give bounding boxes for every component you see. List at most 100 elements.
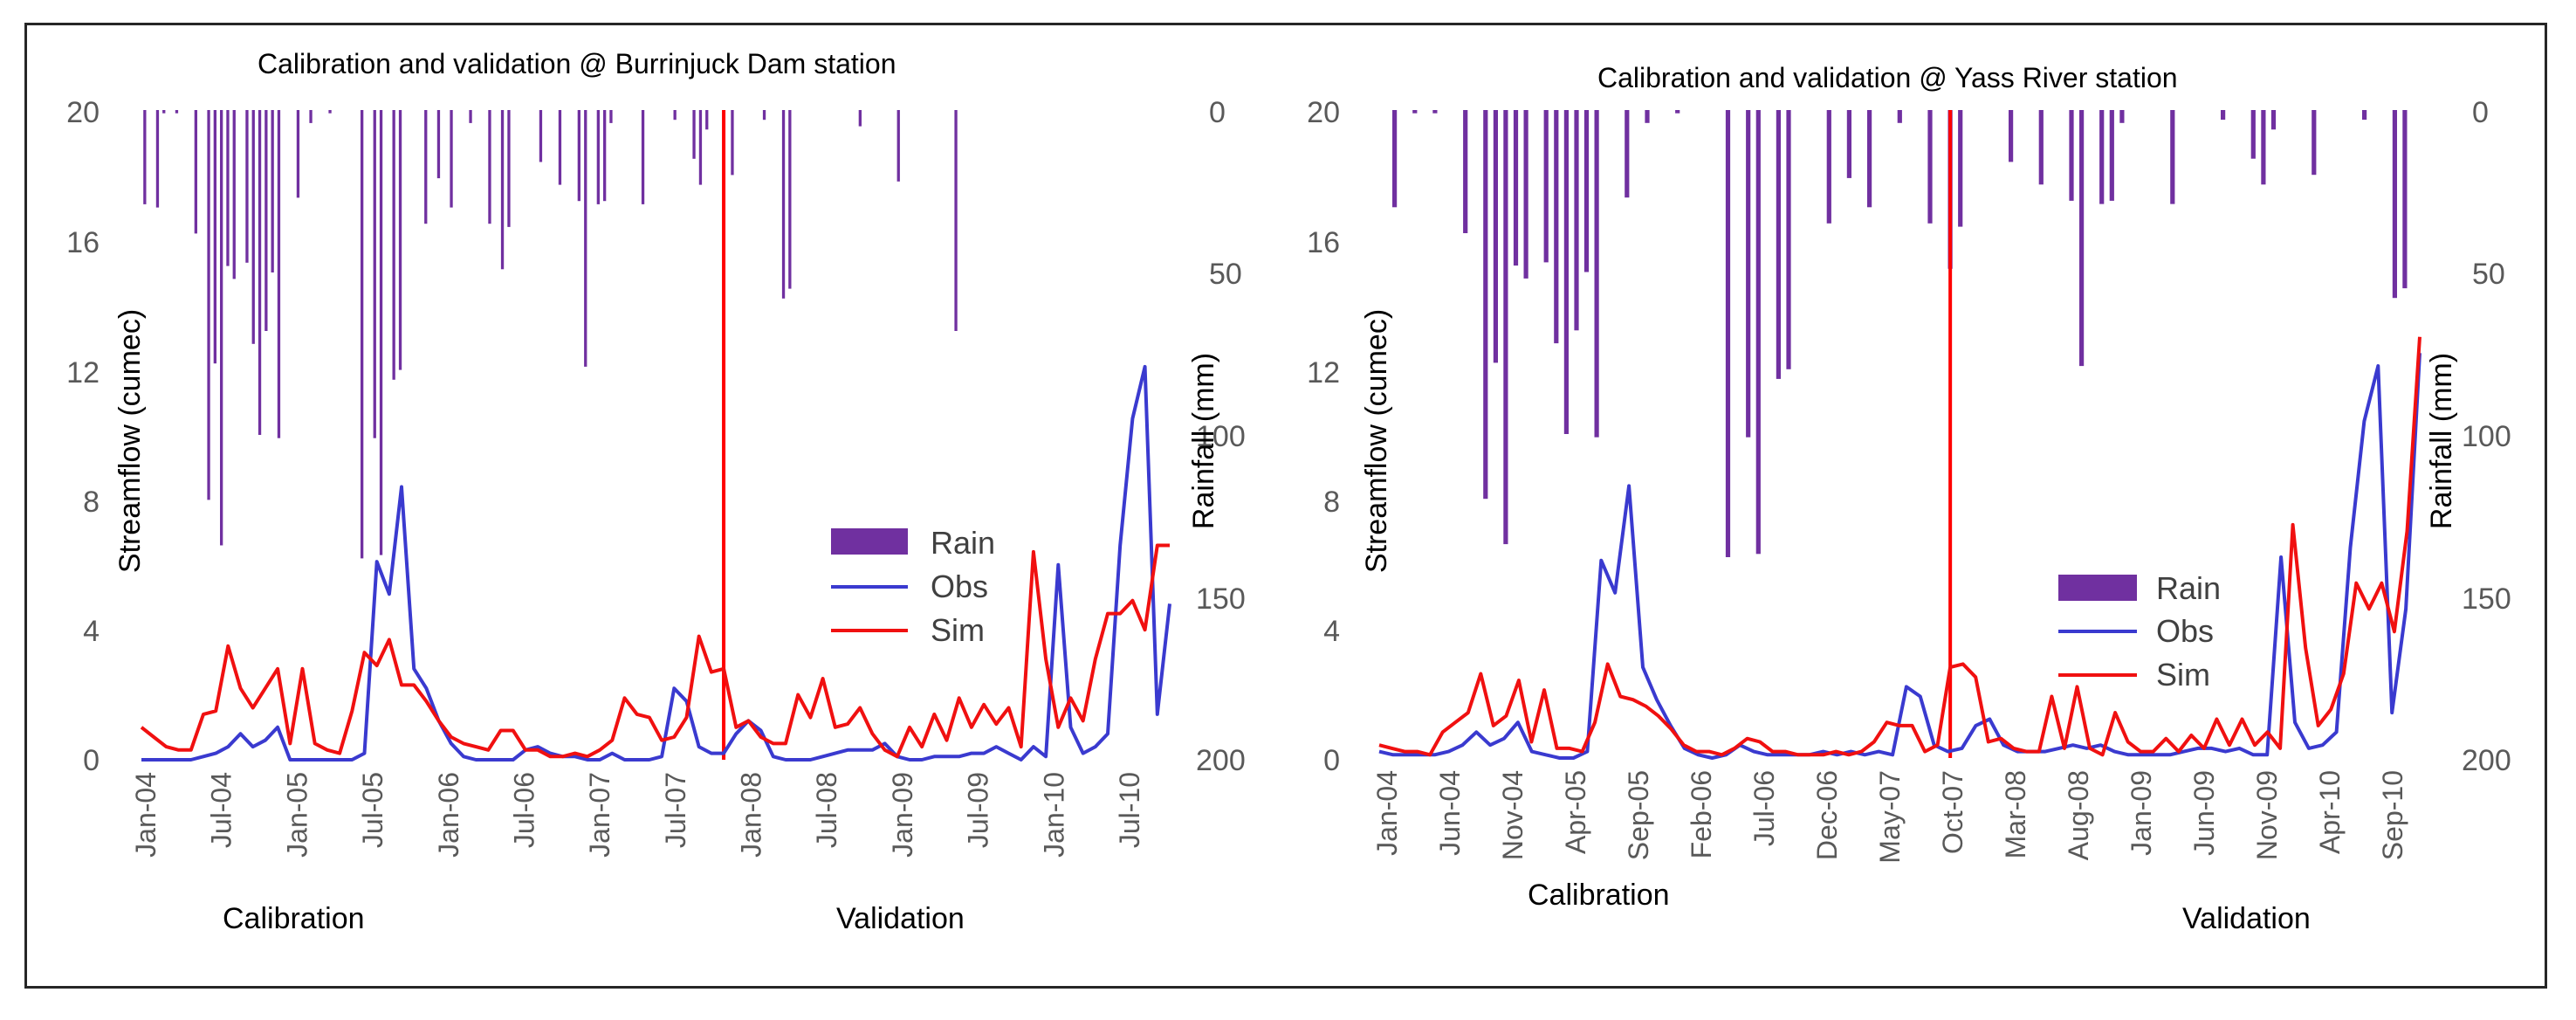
rain-bar bbox=[277, 110, 281, 438]
rain-bar bbox=[1513, 110, 1519, 266]
rain-bar bbox=[558, 110, 562, 185]
right-y2-ticks: 0 50 100 150 200 bbox=[2462, 96, 2511, 777]
rain-bar bbox=[692, 110, 696, 159]
rain-bar bbox=[781, 110, 786, 299]
rain-bar bbox=[2392, 110, 2397, 299]
rain-bar bbox=[2170, 110, 2175, 204]
left-legend-rain-label: Rain bbox=[931, 525, 995, 561]
rain-bar bbox=[143, 110, 147, 204]
rain-bar bbox=[398, 110, 402, 370]
x-tick-label: Sep-05 bbox=[1623, 770, 1654, 860]
rain-bar bbox=[1392, 110, 1398, 208]
rain-bar bbox=[762, 110, 766, 121]
rain-bar bbox=[609, 110, 613, 123]
rain-bar bbox=[954, 110, 958, 331]
x-tick-label: Jul-07 bbox=[660, 772, 691, 848]
x-tick-label: Jul-09 bbox=[963, 772, 994, 848]
rain-bar bbox=[2038, 110, 2044, 185]
x-tick-label: Jun-09 bbox=[2188, 770, 2220, 856]
x-tick-label: May-07 bbox=[1874, 770, 1906, 864]
rain-bar bbox=[436, 110, 441, 179]
left-x-tick-labels: Jan-04 Jul-04 Jan-05 Jul-05 Jan-06 Jul-06 Jan-… bbox=[130, 772, 1145, 858]
rain-bar bbox=[1897, 110, 1902, 123]
right-x-tick-labels: Jan-04 Jun-04 Nov-04 Apr-05 Sep-05 Feb-06 Jul-… bbox=[1371, 770, 2408, 864]
x-tick-label: Jan-07 bbox=[584, 772, 615, 858]
rain-bar bbox=[1574, 110, 1579, 331]
rain-bar bbox=[1786, 110, 1791, 369]
rain-bar bbox=[603, 110, 607, 202]
rain-bar bbox=[2402, 110, 2408, 289]
right-y-tick: 4 bbox=[1323, 615, 1340, 648]
left-y-tick: 20 bbox=[66, 96, 100, 129]
right-calibration-label: Calibration bbox=[1528, 879, 1670, 912]
rain-bar bbox=[162, 110, 166, 114]
x-tick-label: Jun-04 bbox=[1434, 770, 1466, 856]
sim-series-line bbox=[140, 543, 1170, 759]
rain-bar bbox=[271, 110, 274, 272]
right-validation-label: Validation bbox=[2182, 902, 2311, 935]
rain-bar bbox=[226, 110, 230, 266]
rain-bar bbox=[361, 110, 364, 559]
x-tick-label: Mar-08 bbox=[2000, 770, 2031, 858]
right-y2-axis-label: Rainfall (mm) bbox=[2425, 353, 2458, 529]
rain-bar bbox=[2312, 110, 2317, 176]
rain-bar bbox=[213, 110, 216, 364]
x-tick-label: Jan-05 bbox=[281, 772, 313, 858]
left-calibration-label: Calibration bbox=[223, 902, 365, 935]
x-tick-label: Jan-10 bbox=[1038, 772, 1069, 858]
right-legend-rain-swatch bbox=[2058, 575, 2137, 601]
right-chart-title: Calibration and validation @ Yass River … bbox=[1597, 62, 2178, 93]
rain-bar bbox=[1412, 110, 1418, 114]
left-plot-area bbox=[140, 110, 1171, 762]
right-y2-tick: 100 bbox=[2462, 420, 2511, 453]
rain-bar bbox=[379, 110, 383, 555]
rain-bar bbox=[2109, 110, 2114, 201]
left-legend-sim-label: Sim bbox=[931, 612, 985, 648]
rain-bar bbox=[1594, 110, 1599, 438]
left-y2-tick: 50 bbox=[1209, 258, 1242, 291]
x-tick-label: Jul-06 bbox=[509, 772, 540, 848]
left-y-tick: 8 bbox=[83, 486, 100, 519]
left-y2-ticks: 0 50 100 150 200 bbox=[1196, 96, 1246, 777]
rain-bar bbox=[220, 110, 223, 546]
rain-bar bbox=[251, 110, 255, 344]
left-y2-tick: 0 bbox=[1209, 96, 1226, 129]
rain-bar bbox=[731, 110, 734, 176]
figure-frame bbox=[24, 23, 2547, 989]
rain-bar bbox=[194, 110, 197, 234]
right-y2-tick: 200 bbox=[2462, 744, 2511, 777]
rain-bar bbox=[392, 110, 395, 380]
right-y2-tick: 0 bbox=[2472, 96, 2489, 129]
rain-bar bbox=[2069, 110, 2074, 201]
x-tick-label: Sep-10 bbox=[2377, 770, 2408, 860]
rain-bar bbox=[641, 110, 645, 204]
rain-bar bbox=[469, 110, 472, 123]
rain-bar bbox=[1493, 110, 1498, 363]
rain-bar bbox=[673, 110, 677, 121]
left-y2-tick: 100 bbox=[1196, 420, 1246, 453]
rain-bar bbox=[258, 110, 262, 435]
rain-bar bbox=[2009, 110, 2014, 162]
rain-bar bbox=[507, 110, 511, 227]
left-y2-axis-label: Rainfall (mm) bbox=[1187, 353, 1220, 529]
rain-bar bbox=[788, 110, 792, 289]
x-tick-label: Jul-08 bbox=[811, 772, 842, 848]
rain-bar bbox=[232, 110, 236, 279]
rain-bar bbox=[539, 110, 543, 162]
left-chart: Calibration and validation @ Burrinjuck … bbox=[66, 48, 1246, 935]
rain-bar bbox=[2119, 110, 2125, 123]
rain-bar bbox=[1846, 110, 1851, 178]
rain-bar bbox=[698, 110, 703, 185]
obs-series-line bbox=[141, 364, 1171, 762]
right-legend-rain-label: Rain bbox=[2156, 570, 2221, 606]
rain-bar bbox=[2362, 110, 2367, 121]
left-legend-rain-swatch bbox=[831, 528, 908, 555]
rain-bar bbox=[245, 110, 249, 263]
rain-bar bbox=[896, 110, 900, 182]
rain-bar bbox=[264, 110, 268, 331]
rain-bar bbox=[373, 110, 376, 438]
x-tick-label: Jan-04 bbox=[130, 772, 161, 858]
rain-bar bbox=[577, 110, 580, 202]
left-legend-obs-label: Obs bbox=[931, 569, 988, 604]
